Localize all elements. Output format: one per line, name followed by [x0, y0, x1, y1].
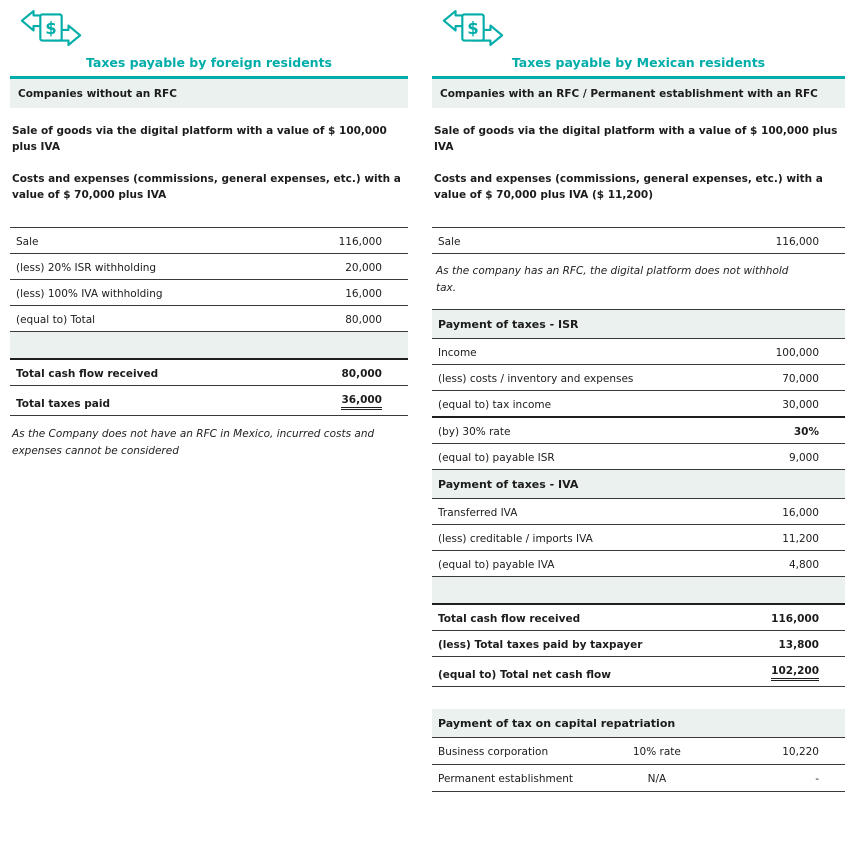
row-label: Total taxes paid	[16, 398, 110, 411]
row-label: (less) 20% ISR withholding	[16, 262, 157, 275]
row-value: 16,000	[345, 288, 382, 301]
mexican-tax-table: Sale 116,000 As the company has an RFC, …	[432, 227, 845, 792]
table-row: Permanent establishment N/A -	[432, 765, 845, 792]
row-value: 20,000	[345, 262, 382, 275]
mexican-residents-column: $ Taxes payable by Mexican residents Com…	[432, 8, 845, 792]
column-subheader: Companies with an RFC / Permanent establ…	[432, 79, 845, 108]
row-value: 9,000	[788, 451, 819, 464]
section-gap	[432, 687, 845, 709]
table-row: (equal to) tax income 30,000	[432, 391, 845, 418]
row-value: 116,000	[775, 236, 819, 249]
row-value: 80,000	[341, 368, 382, 381]
column-subheader: Companies without an RFC	[10, 79, 408, 108]
total-row: Total cash flow received 80,000	[10, 358, 408, 387]
row-value: 116,000	[771, 612, 819, 625]
row-label: Income	[438, 346, 477, 359]
total-row: Total taxes paid 36,000	[10, 386, 408, 417]
table-row: (equal to) Total 80,000	[10, 306, 408, 333]
row-label: Total cash flow received	[438, 612, 581, 625]
money-transfer-dollar-icon: $	[432, 8, 845, 52]
table-row: (less) 100% IVA withholding 16,000	[10, 280, 408, 307]
footnote: As the Company does not have an RFC in M…	[12, 428, 375, 457]
right-arrow-icon	[51, 24, 82, 47]
row-value: 4,800	[788, 558, 819, 571]
assumption-sale: Sale of goods via the digital platform w…	[12, 125, 387, 154]
row-label: (equal to) Total net cash flow	[438, 668, 611, 681]
row-label: Sale	[438, 236, 461, 249]
table-row: Transferred IVA 16,000	[432, 499, 845, 525]
spacer-row	[432, 576, 845, 603]
row-value: 30%	[793, 425, 819, 438]
row-label: (equal to) tax income	[438, 398, 552, 411]
table-row: (less) 20% ISR withholding 20,000	[10, 254, 408, 281]
row-label: (by) 30% rate	[438, 425, 511, 438]
assumption-costs: Costs and expenses (commissions, general…	[434, 172, 823, 201]
row-value: 116,000	[338, 236, 382, 249]
row-value: 30,000	[782, 398, 819, 411]
dollar-glyph: $	[45, 19, 56, 38]
row-value: 36,000	[341, 394, 382, 411]
row-label: (less) Total taxes paid by taxpayer	[438, 638, 643, 651]
row-label: (equal to) Total	[16, 314, 96, 327]
table-row: (equal to) payable ISR 9,000	[432, 444, 845, 470]
row-rate: 10% rate	[632, 745, 681, 758]
row-rate: N/A	[647, 772, 667, 785]
row-label: Business corporation	[438, 745, 549, 758]
row-label: (less) costs / inventory and expenses	[438, 372, 634, 385]
foreign-residents-column: $ Taxes payable by foreign residents Com…	[10, 8, 408, 792]
total-row: (equal to) Total net cash flow 102,200	[432, 657, 845, 687]
row-value: -	[815, 772, 819, 785]
table-row: (less) costs / inventory and expenses 70…	[432, 365, 845, 391]
row-label: (equal to) payable ISR	[438, 451, 555, 464]
dollar-box	[461, 13, 485, 42]
tax-comparison-document: $ Taxes payable by foreign residents Com…	[10, 8, 845, 792]
assumption-costs: Costs and expenses (commissions, general…	[12, 172, 401, 201]
table-row: (by) 30% rate 30%	[432, 418, 845, 444]
left-arrow-icon	[442, 9, 473, 32]
row-value: 13,800	[778, 638, 819, 651]
row-label: (equal to) payable IVA	[438, 558, 555, 571]
row-value: 100,000	[775, 346, 819, 359]
row-label: Permanent establishment	[438, 772, 574, 785]
money-transfer-dollar-icon: $	[10, 8, 408, 52]
column-title: Taxes payable by Mexican residents	[432, 52, 845, 79]
row-label: (less) creditable / imports IVA	[438, 532, 593, 545]
assumption-sale: Sale of goods via the digital platform w…	[434, 125, 838, 154]
row-value: 16,000	[782, 506, 819, 519]
row-value: 102,200	[771, 665, 819, 681]
table-row: Sale 116,000	[432, 227, 845, 255]
dollar-transfer-icon: $	[442, 9, 504, 47]
spacer-row	[10, 332, 408, 359]
dollar-transfer-icon: $	[20, 9, 82, 47]
section-header-isr: Payment of taxes - ISR	[432, 308, 845, 339]
row-value: 11,200	[782, 532, 819, 545]
foreign-tax-table: Sale 116,000 (less) 20% ISR withholding …	[10, 227, 408, 417]
table-row: (equal to) payable IVA 4,800	[432, 551, 845, 577]
total-row: (less) Total taxes paid by taxpayer 13,8…	[432, 631, 845, 657]
row-label: (less) 100% IVA withholding	[16, 288, 163, 301]
total-row: Total cash flow received 116,000	[432, 602, 845, 631]
row-value: 80,000	[345, 314, 382, 327]
no-withholding-note: As the company has an RFC, the digital p…	[436, 265, 789, 294]
table-row: Business corporation 10% rate 10,220	[432, 738, 845, 765]
left-arrow-icon	[20, 9, 51, 32]
row-label: Transferred IVA	[438, 506, 518, 519]
row-label: Sale	[16, 236, 39, 249]
dollar-glyph: $	[467, 19, 478, 38]
row-label: Total cash flow received	[16, 368, 159, 381]
dollar-box	[39, 13, 63, 42]
table-row: (less) creditable / imports IVA 11,200	[432, 525, 845, 551]
row-value: 10,220	[782, 745, 819, 758]
table-row: Income 100,000	[432, 339, 845, 365]
row-value: 70,000	[782, 372, 819, 385]
column-title: Taxes payable by foreign residents	[10, 52, 408, 79]
section-header-repatriation: Payment of tax on capital repatriation	[432, 708, 845, 738]
right-arrow-icon	[473, 24, 504, 47]
table-row: Sale 116,000	[10, 227, 408, 255]
section-header-iva: Payment of taxes - IVA	[432, 469, 845, 499]
